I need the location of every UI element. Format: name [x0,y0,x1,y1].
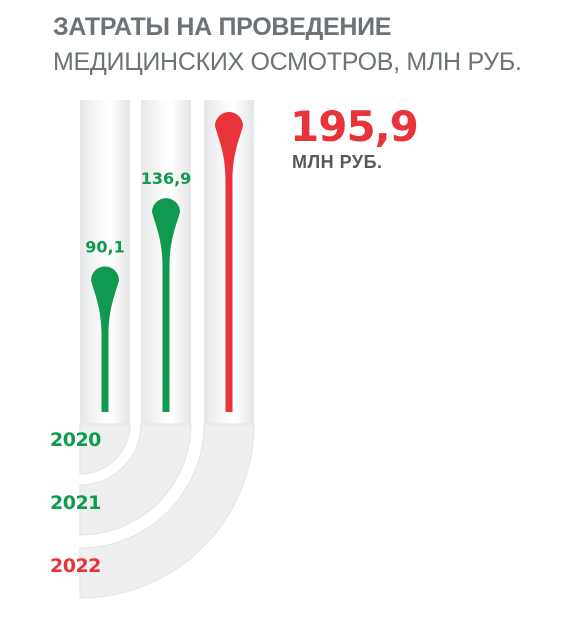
year-label-2022: 2022 [50,555,101,577]
highlight-value: 195,9 [290,102,419,151]
title-bold: ЗАТРАТЫ НА ПРОВЕДЕНИЕ [53,13,392,41]
chart-title: ЗАТРАТЫ НА ПРОВЕДЕНИЕ МЕДИЦИНСКИХ ОСМОТР… [53,10,573,80]
year-label-2020: 2020 [50,429,101,451]
value-label-2020: 90,1 [85,237,124,256]
bar-2020 [90,266,119,412]
title-rest: МЕДИЦИНСКИХ ОСМОТРОВ, МЛН РУБ. [53,48,522,76]
labels-group: 90,1 136,9 2020 2021 2022 [50,169,191,577]
year-label-2021: 2021 [50,492,101,514]
value-label-2021: 136,9 [141,169,192,188]
ring-2022 [79,423,255,599]
bars-group [90,112,243,412]
bar-2022 [215,112,243,412]
bar-2021 [152,198,180,412]
ring-2021 [79,423,192,536]
highlight-unit: МЛН РУБ. [292,152,383,172]
ring-2020 [79,423,131,475]
